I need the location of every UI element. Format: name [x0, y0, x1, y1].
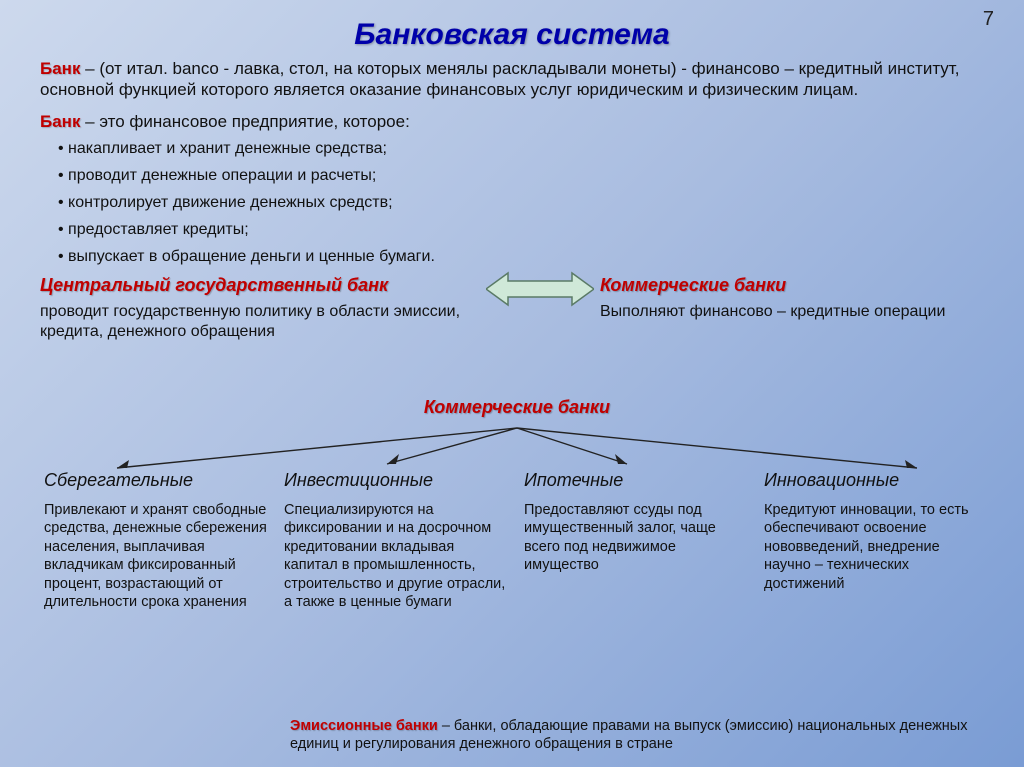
- bullet-item: накапливает и хранит денежные средства;: [58, 140, 994, 158]
- def2-text: – это финансовое предприятие, которое:: [80, 112, 409, 131]
- col-investment: Инвестиционные Специализируются на фикси…: [284, 470, 510, 612]
- definition-1: Банк – (от итал. banco - лавка, стол, на…: [40, 58, 994, 101]
- col-innovation: Инновационные Кредитуют инновации, то ес…: [764, 470, 990, 612]
- bullet-list: накапливает и хранит денежные средства; …: [58, 140, 994, 266]
- term-bank-2: Банк: [40, 112, 80, 131]
- four-columns: Сберегательные Привлекают и хранят свобо…: [40, 470, 994, 612]
- col-title: Ипотечные: [524, 470, 750, 491]
- central-bank-text: проводит государственную политику в обла…: [40, 302, 510, 342]
- bullet-item: контролирует движение денежных средств;: [58, 194, 994, 212]
- emission-term: Эмиссионные банки: [290, 718, 438, 734]
- double-arrow-icon: [486, 271, 594, 307]
- tree-title: Коммерческие банки: [424, 397, 610, 418]
- bullet-item: предоставляет кредиты;: [58, 221, 994, 239]
- emission-banks-note: Эмиссионные банки – банки, обладающие пр…: [290, 717, 1000, 753]
- col-title: Сберегательные: [44, 470, 270, 491]
- col-body: Специализируются на фиксировании и на до…: [284, 501, 510, 612]
- term-bank-1: Банк: [40, 59, 80, 78]
- central-bank-block: Центральный государственный банк проводи…: [40, 275, 510, 342]
- col-savings: Сберегательные Привлекают и хранят свобо…: [44, 470, 270, 612]
- col-body: Предоставляют ссуды под имущественный за…: [524, 501, 750, 575]
- tree-branches-icon: [47, 424, 987, 474]
- col-title: Инновационные: [764, 470, 990, 491]
- content-area: Банк – (от итал. banco - лавка, стол, на…: [0, 52, 1024, 612]
- bullet-item: проводит денежные операции и расчеты;: [58, 167, 994, 185]
- tree-header: Коммерческие банки: [40, 397, 994, 424]
- commercial-side-title: Коммерческие банки: [600, 275, 980, 296]
- central-bank-title: Центральный государственный банк: [40, 275, 510, 296]
- commercial-side-block: Коммерческие банки Выполняют финансово –…: [600, 275, 980, 322]
- definition-2: Банк – это финансовое предприятие, котор…: [40, 111, 994, 132]
- bullet-item: выпускает в обращение деньги и ценные бу…: [58, 248, 994, 266]
- col-mortgage: Ипотечные Предоставляют ссуды под имущес…: [524, 470, 750, 612]
- two-column-row: Центральный государственный банк проводи…: [40, 275, 994, 395]
- col-body: Кредитуют инновации, то есть обеспечиваю…: [764, 501, 990, 594]
- commercial-side-text: Выполняют финансово – кредитные операции: [600, 302, 980, 322]
- col-title: Инвестиционные: [284, 470, 510, 491]
- slide-title: Банковская система: [0, 0, 1024, 52]
- page-number: 7: [983, 8, 994, 31]
- col-body: Привлекают и хранят свободные средства, …: [44, 501, 270, 612]
- def1-text: – (от итал. banco - лавка, стол, на кото…: [40, 59, 959, 99]
